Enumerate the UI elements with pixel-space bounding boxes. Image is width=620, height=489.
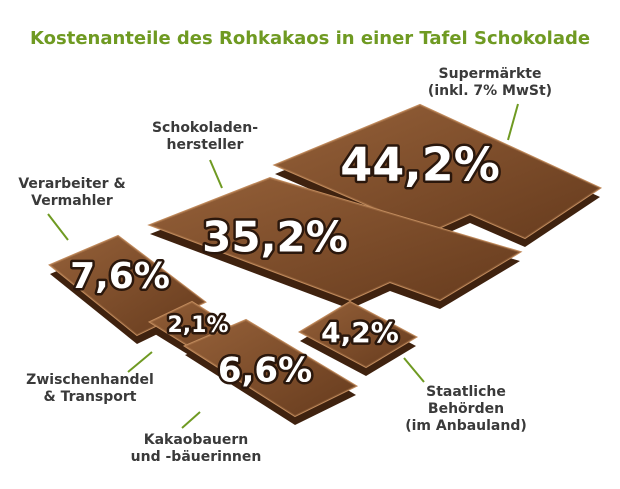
value-label: 6,6% [218, 351, 312, 391]
value-label: 44,2% [340, 138, 500, 192]
value-label: 4,2% [321, 316, 399, 349]
leader-line [181, 411, 201, 429]
value-label: 35,2% [202, 213, 348, 262]
category-label: Verarbeiter & Vermahler [18, 176, 126, 209]
category-label: Staatliche Behörden (im Anbauland) [405, 384, 527, 434]
leader-line [209, 159, 223, 189]
leader-line [127, 351, 153, 373]
category-label: Zwischenhandel & Transport [26, 372, 154, 405]
piece-shade [300, 302, 416, 367]
chart-title: Kostenanteile des Rohkakaos in einer Taf… [30, 28, 590, 49]
category-label: Kakaobauern und -bäuerinnen [130, 432, 262, 465]
category-label: Schokoladen- hersteller [151, 120, 259, 153]
piece-shade [150, 178, 520, 300]
value-label: 7,6% [70, 256, 170, 297]
piece-shade [185, 320, 356, 416]
leader-line [403, 357, 425, 383]
piece-shade [50, 236, 205, 335]
value-label: 2,1% [167, 313, 228, 338]
leader-line [47, 213, 69, 241]
category-label: Supermärkte (inkl. 7% MwSt) [427, 66, 553, 99]
piece-shade [275, 105, 600, 238]
leader-line [507, 103, 519, 141]
